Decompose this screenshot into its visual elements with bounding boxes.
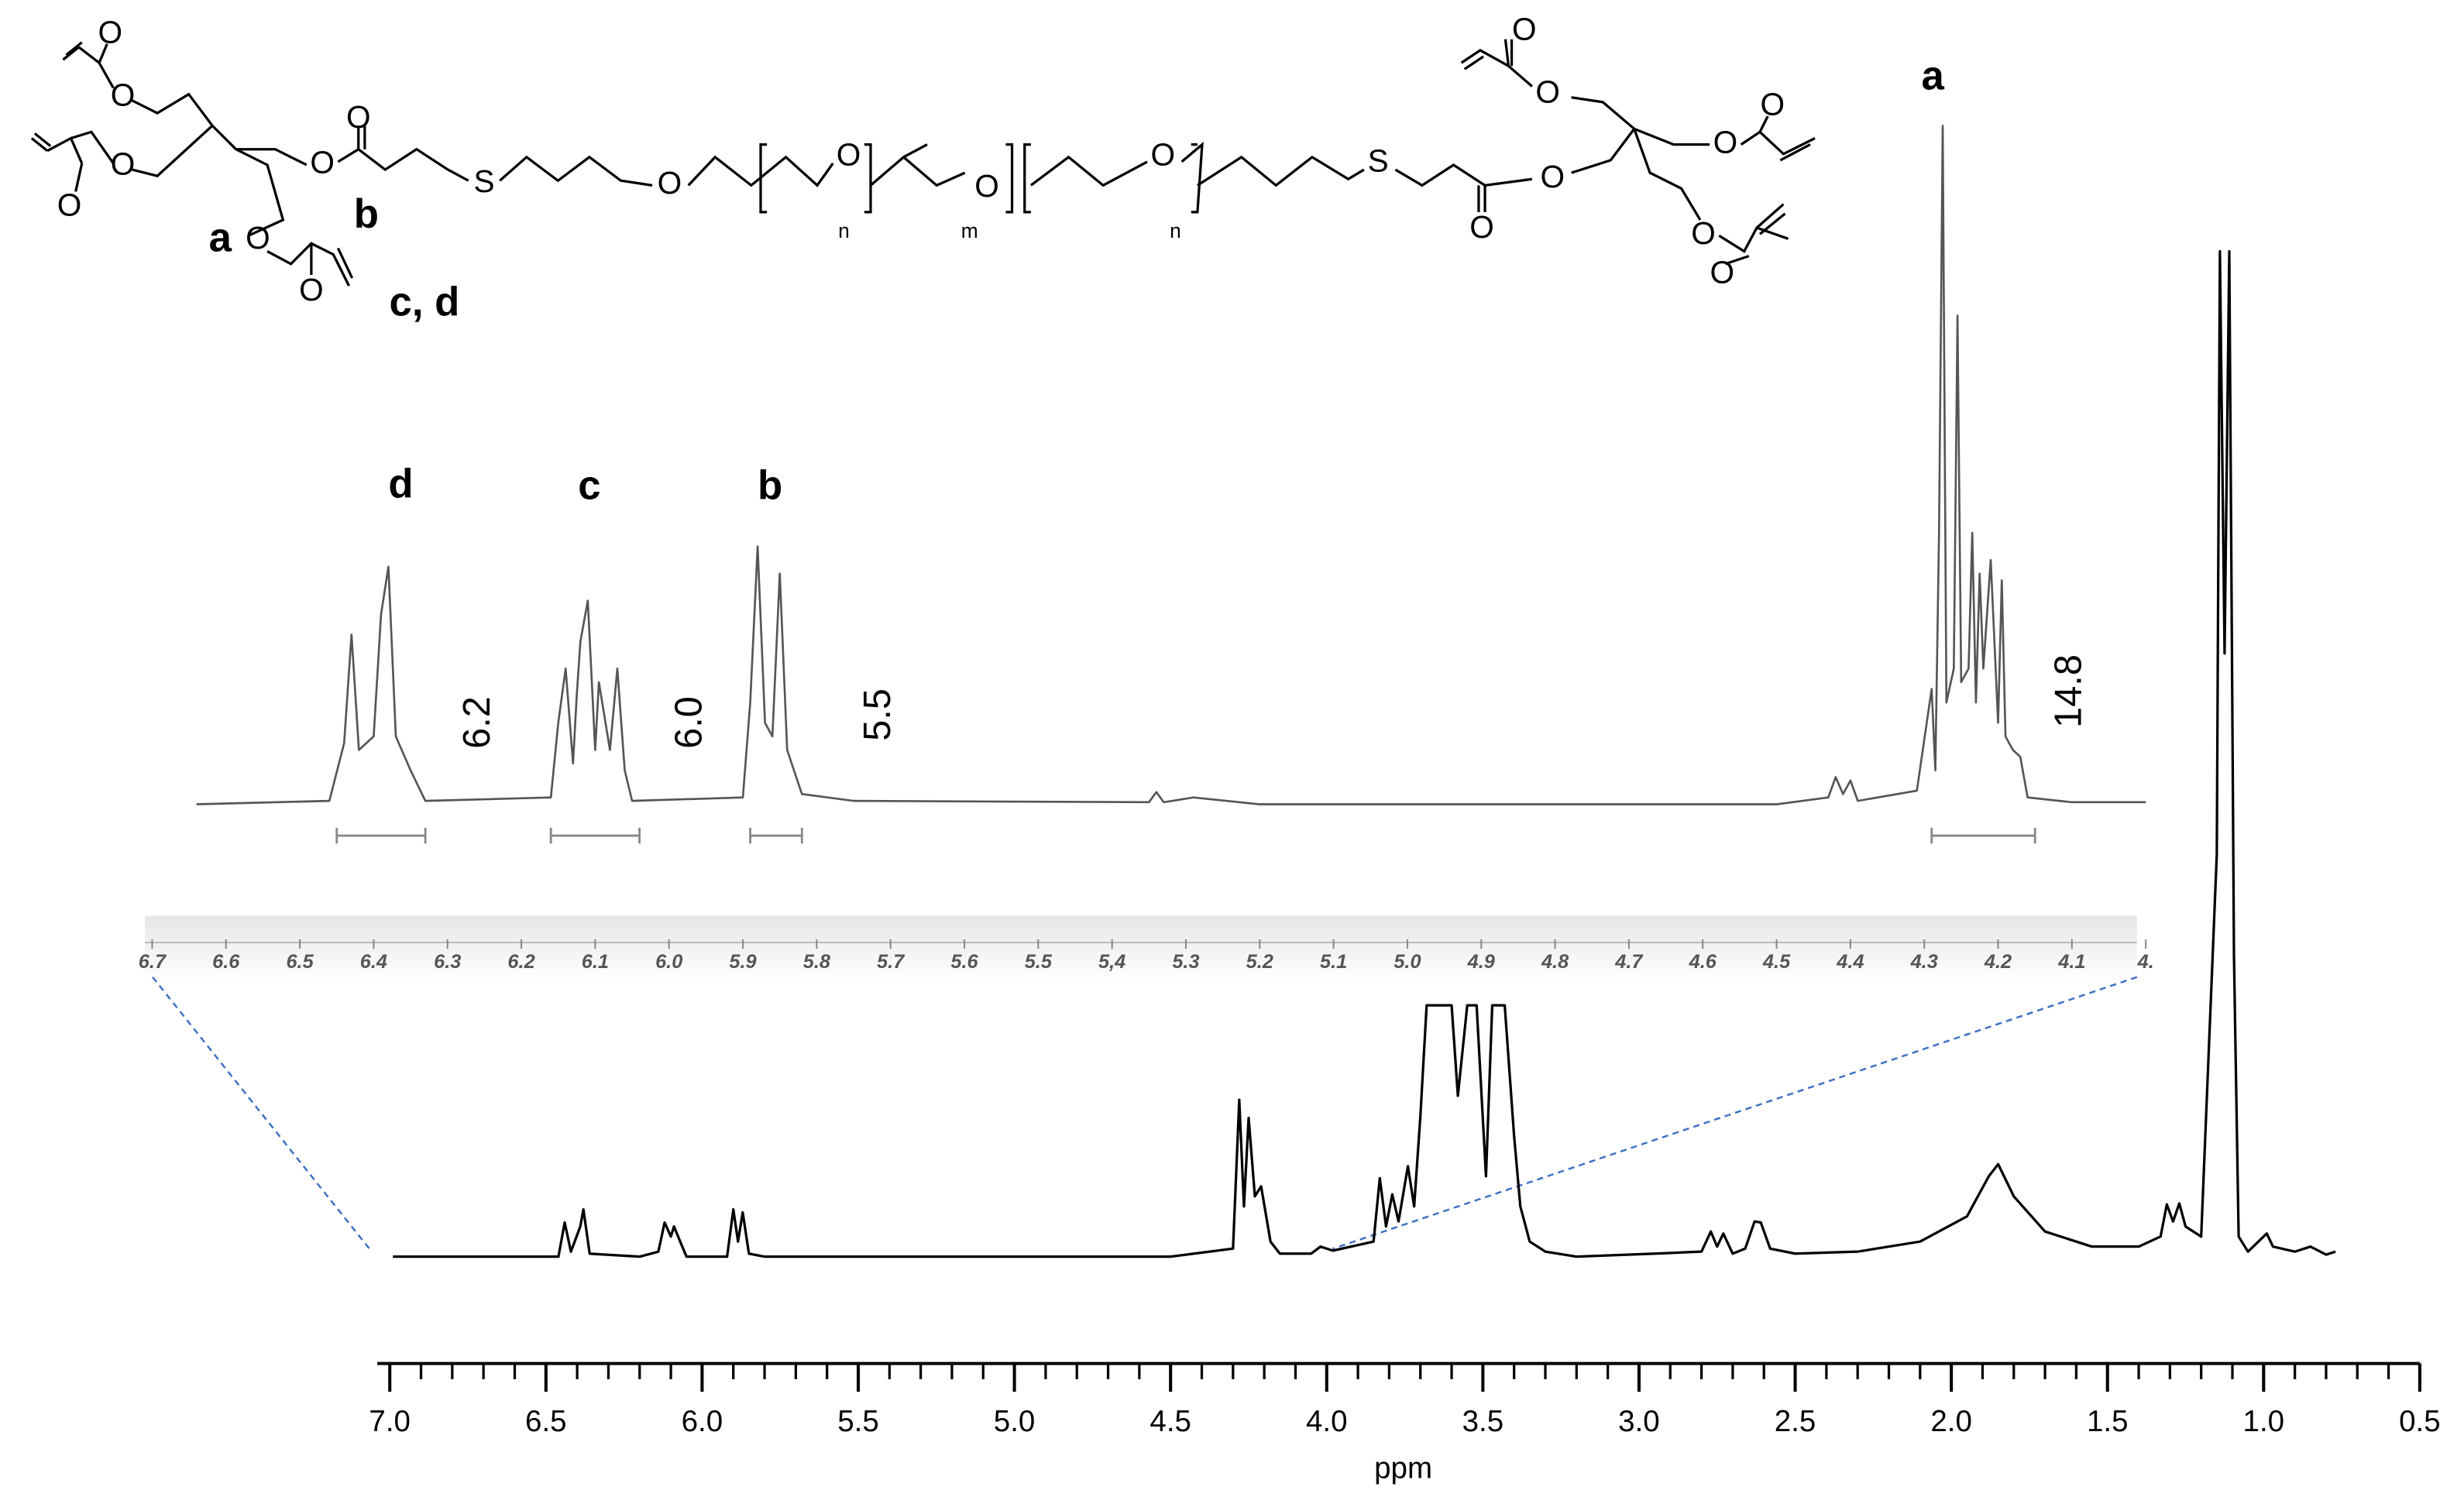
integral-label: 14.8	[2047, 654, 2089, 728]
atom-label: O	[111, 146, 136, 182]
structure-label: c, d	[390, 279, 460, 324]
integral-bar	[335, 827, 427, 844]
atom-label: O	[346, 99, 371, 135]
inset-tick-label: 4.2	[1984, 951, 2012, 973]
x-tick-label: 5.5	[837, 1405, 879, 1438]
repeat-subscript: n	[838, 219, 850, 242]
inset-tick-label: 5.3	[1172, 951, 1199, 973]
x-tick-label: 2.0	[1930, 1405, 1972, 1438]
peak-label: a	[1921, 53, 1944, 98]
inset-tick-label: 6.5	[286, 951, 314, 973]
x-tick-label: 5.0	[994, 1405, 1036, 1438]
atom-label: O	[1541, 159, 1565, 194]
atom-label: O	[111, 77, 136, 112]
inset-tick-label: 4.7	[1614, 951, 1644, 973]
peak-label: d	[388, 462, 413, 507]
inset-tick-label: 6.0	[655, 951, 682, 973]
atom-label: O	[1713, 124, 1738, 160]
structure-bonds	[30, 39, 1816, 287]
atom-label: O	[98, 14, 122, 50]
x-tick-label: 1.0	[2243, 1405, 2285, 1438]
atom-label: O	[1535, 74, 1560, 109]
x-tick-label: 4.0	[1306, 1405, 1348, 1438]
integral-bar	[1930, 827, 2036, 844]
integral-bar	[549, 827, 641, 844]
atom-label: O	[1512, 11, 1537, 46]
inset-tick-label: 5.8	[803, 951, 831, 973]
structure-label: a	[209, 215, 232, 260]
integral-bar	[749, 827, 803, 844]
atom-label: S	[1368, 143, 1389, 179]
atom-label: O	[299, 272, 324, 307]
inset-tick-label: 5.0	[1394, 951, 1421, 973]
atom-label: O	[1691, 215, 1716, 251]
inset-tick-label: 6.7	[139, 951, 167, 973]
repeat-subscript: m	[961, 219, 978, 242]
inset-tick-label: 5.9	[729, 951, 756, 973]
x-tick-label: 7.0	[369, 1405, 411, 1438]
integral-label: 6.0	[668, 696, 710, 749]
x-tick-label: 6.0	[682, 1405, 723, 1438]
atom-label: O	[837, 137, 861, 173]
inset-tick-label: 5.1	[1320, 951, 1347, 973]
inset-tick-label: 5.6	[950, 951, 978, 973]
repeat-subscript: n	[1170, 219, 1181, 242]
inset-tick-label: 4.6	[1689, 951, 1717, 973]
atom-label: O	[1150, 137, 1175, 173]
inset-tick-label: 5.5	[1025, 951, 1053, 973]
inset-axis-band	[144, 915, 2137, 982]
x-tick-label: 1.5	[2087, 1405, 2129, 1438]
integral-label: 5.5	[857, 688, 899, 741]
atom-label: O	[1469, 209, 1494, 245]
x-axis-label: ppm	[1374, 1452, 1432, 1485]
atom-label: O	[246, 220, 270, 256]
peak-label: b	[758, 463, 782, 509]
inset-tick-label: 5.2	[1246, 951, 1273, 973]
atom-label: S	[473, 163, 494, 199]
inset-tick-label: 4.4	[1836, 951, 1864, 973]
integral-label: 6.2	[456, 696, 498, 749]
x-tick-label: 6.5	[525, 1405, 567, 1438]
inset-tick-label: 6.1	[582, 951, 609, 973]
inset-tick-label: 4.8	[1541, 951, 1569, 973]
structure-label: b	[354, 191, 379, 237]
x-tick-label: 3.5	[1462, 1405, 1504, 1438]
peak-label: c	[578, 463, 600, 509]
inset-tick-label: 4.9	[1467, 951, 1495, 973]
x-tick-label: 0.5	[2399, 1405, 2441, 1438]
inset-tick-label: 6.6	[212, 951, 240, 973]
atom-label: O	[658, 165, 682, 201]
x-tick-label: 4.5	[1150, 1405, 1191, 1438]
atom-label: O	[974, 168, 999, 204]
atom-label: O	[310, 145, 335, 180]
inset-tick-label: 6.4	[360, 951, 387, 973]
x-tick-label: 3.0	[1618, 1405, 1660, 1438]
inset-tick-label: 5.7	[877, 951, 906, 973]
spectrum-line	[196, 124, 2146, 805]
zoom-guide	[1332, 976, 2138, 1250]
spectrum-line	[393, 249, 2336, 1258]
inset-tick-label: 5,4	[1098, 951, 1125, 973]
inset-tick-label: 4.5	[1762, 951, 1791, 973]
atom-label: O	[1760, 87, 1785, 122]
inset-tick-label: 6.2	[507, 951, 534, 973]
zoom-guide	[152, 976, 370, 1250]
atom-label: O	[57, 187, 82, 222]
inset-tick-label: 4.3	[1910, 951, 1938, 973]
inset-tick-label: 6.3	[434, 951, 461, 973]
atom-label: O	[1710, 255, 1735, 290]
x-tick-label: 2.5	[1775, 1405, 1816, 1438]
inset-tick-label: 4.1	[2057, 951, 2085, 973]
inset-tick-label: 4.	[2137, 951, 2154, 973]
